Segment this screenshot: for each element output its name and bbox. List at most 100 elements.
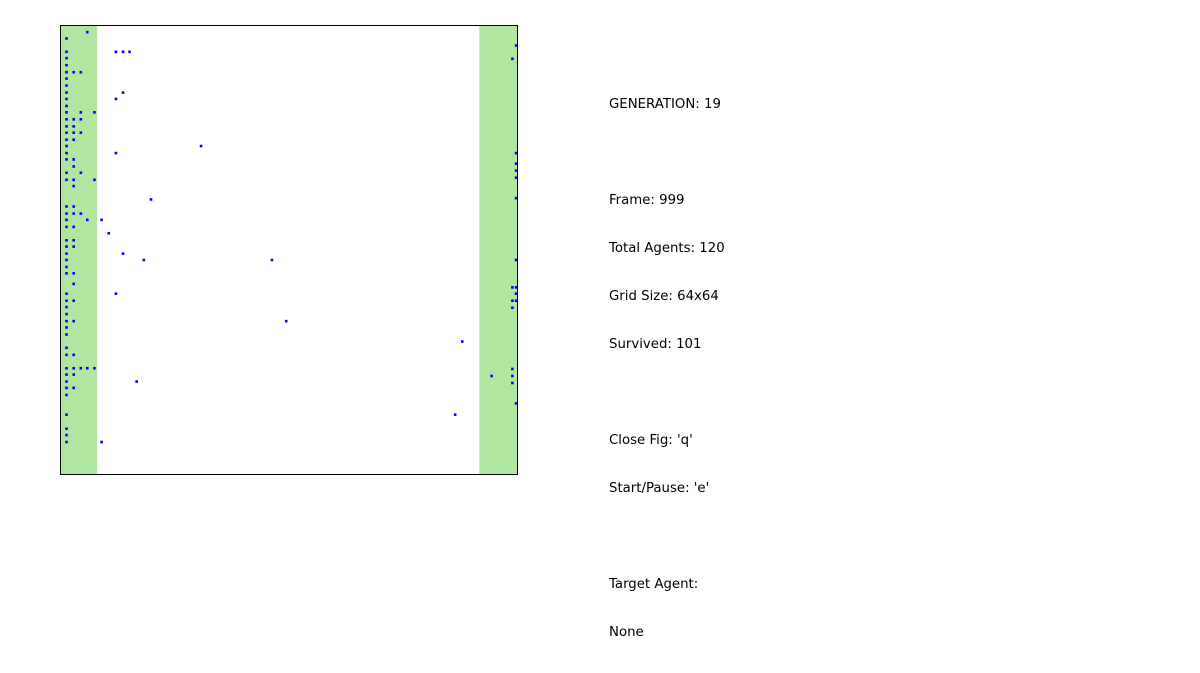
agent-dot[interactable] (65, 427, 68, 430)
agent-dot[interactable] (72, 353, 75, 357)
agent-dot[interactable] (72, 272, 75, 275)
agent-dot[interactable] (514, 292, 518, 295)
agent-dot[interactable] (65, 56, 68, 60)
agent-dot[interactable] (514, 169, 518, 172)
agent-dot[interactable] (65, 138, 68, 142)
agent-dot[interactable] (93, 178, 96, 182)
agent-dot[interactable] (65, 63, 68, 67)
agent-dot[interactable] (65, 346, 68, 350)
agent-dot[interactable] (79, 118, 83, 121)
agent-dot[interactable] (65, 380, 68, 383)
agent-dot[interactable] (490, 374, 493, 378)
agent-dot[interactable] (511, 381, 514, 385)
agent-dot[interactable] (72, 118, 75, 121)
agent-dot[interactable] (79, 366, 83, 370)
agent-dot[interactable] (72, 165, 75, 168)
agent-dot[interactable] (79, 212, 83, 215)
agent-dot[interactable] (65, 265, 68, 269)
agent-dot[interactable] (65, 84, 68, 87)
agent-dot[interactable] (72, 238, 75, 242)
agent-dot[interactable] (65, 245, 68, 248)
agent-dot[interactable] (142, 258, 146, 262)
agent-dot[interactable] (65, 252, 68, 255)
agent-dot[interactable] (65, 272, 68, 275)
agent-dot[interactable] (511, 299, 514, 303)
agent-dot[interactable] (85, 218, 89, 222)
agent-dot[interactable] (65, 258, 68, 262)
agent-dot[interactable] (514, 196, 518, 200)
agent-dot[interactable] (284, 319, 288, 323)
agent-dot[interactable] (121, 91, 125, 94)
agent-dot[interactable] (514, 402, 518, 405)
agent-dot[interactable] (65, 353, 68, 357)
agent-dot[interactable] (65, 386, 68, 390)
agent-dot[interactable] (65, 151, 68, 155)
agent-dot[interactable] (79, 70, 83, 74)
agent-dot[interactable] (72, 212, 75, 215)
agent-dot[interactable] (65, 37, 68, 40)
agent-dot[interactable] (514, 176, 518, 179)
agent-dot[interactable] (65, 333, 68, 336)
agent-dot[interactable] (72, 178, 75, 182)
agent-dot[interactable] (65, 373, 68, 376)
agent-dot[interactable] (65, 393, 68, 397)
agent-dot[interactable] (270, 258, 274, 262)
agent-dot[interactable] (65, 366, 68, 370)
agent-dot[interactable] (149, 198, 153, 201)
agent-dot[interactable] (514, 299, 518, 303)
agent-dot[interactable] (65, 319, 68, 323)
agent-dot[interactable] (65, 312, 68, 316)
agent-dot[interactable] (79, 131, 83, 134)
agent-dot[interactable] (460, 340, 464, 343)
agent-dot[interactable] (65, 178, 68, 182)
agent-dot[interactable] (511, 374, 514, 378)
agent-dot[interactable] (114, 97, 118, 101)
agent-dot[interactable] (65, 171, 68, 175)
simulation-grid[interactable] (60, 25, 518, 475)
agent-dot[interactable] (65, 326, 68, 329)
agent-dot[interactable] (65, 131, 68, 134)
agent-dot[interactable] (65, 144, 68, 148)
agent-dot[interactable] (72, 245, 75, 248)
agent-dot[interactable] (65, 440, 68, 444)
agent-dot[interactable] (72, 158, 75, 161)
agent-dot[interactable] (72, 299, 75, 303)
agent-dot[interactable] (72, 373, 75, 376)
agent-dot[interactable] (65, 218, 68, 222)
agent-dot[interactable] (72, 225, 75, 229)
agent-dot[interactable] (72, 366, 75, 370)
agent-dot[interactable] (199, 144, 203, 148)
agent-dot[interactable] (65, 104, 68, 108)
agent-dot[interactable] (72, 184, 75, 188)
agent-dot[interactable] (65, 50, 68, 54)
agent-dot[interactable] (65, 70, 68, 74)
agent-dot[interactable] (453, 413, 457, 416)
agent-dot[interactable] (514, 44, 518, 47)
agent-dot[interactable] (65, 205, 68, 208)
agent-dot[interactable] (107, 231, 111, 235)
agent-dot[interactable] (72, 125, 75, 128)
agent-dot[interactable] (65, 125, 68, 128)
agent-dot[interactable] (65, 305, 68, 309)
agent-dot[interactable] (121, 252, 125, 255)
agent-dot[interactable] (514, 258, 518, 262)
agent-dot[interactable] (85, 366, 89, 370)
agent-dot[interactable] (65, 225, 68, 229)
agent-dot[interactable] (79, 171, 83, 175)
agent-dot[interactable] (72, 205, 75, 208)
agent-dot[interactable] (65, 110, 68, 114)
agent-dot[interactable] (85, 30, 89, 34)
agent-dot[interactable] (128, 50, 131, 54)
agent-dot[interactable] (72, 138, 75, 142)
agent-dot[interactable] (79, 110, 83, 114)
agent-dot[interactable] (100, 218, 103, 222)
agent-dot[interactable] (65, 238, 68, 242)
agent-dot[interactable] (514, 162, 518, 165)
agent-dot[interactable] (65, 433, 68, 437)
agent-dot[interactable] (511, 367, 514, 371)
agent-dot[interactable] (135, 380, 138, 383)
agent-dot[interactable] (65, 299, 68, 303)
agent-dot[interactable] (65, 292, 68, 295)
agent-dot[interactable] (65, 158, 68, 161)
agent-dot[interactable] (511, 57, 514, 61)
